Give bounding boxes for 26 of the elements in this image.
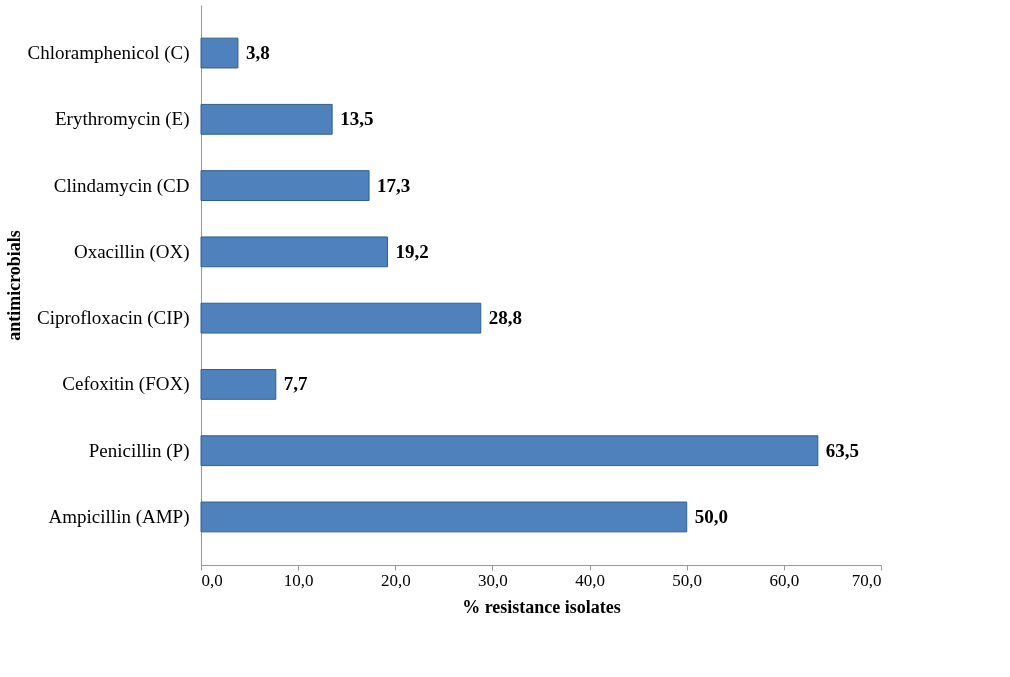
x-tick-label: 20,0 [380, 570, 411, 590]
data-label: 50,0 [694, 505, 728, 527]
data-label: 13,5 [340, 108, 374, 130]
y-tick-label: Erythromycin (E) [54, 108, 190, 131]
y-tick-label: Penicillin (P) [88, 439, 190, 462]
x-tick-label: 30,0 [478, 570, 508, 590]
x-tick-label: 0,0 [201, 570, 223, 590]
x-tick-label: 40,0 [575, 570, 605, 590]
y-tick-label: Oxacillin (OX) [73, 240, 190, 263]
x-tick-label: 60,0 [769, 570, 800, 590]
data-label: 28,8 [488, 307, 523, 329]
y-tick-label: Ciprofloxacin (CIP) [36, 307, 190, 330]
y-tick-label: Chloramphenicol (C) [27, 42, 190, 65]
data-label: 3,8 [245, 42, 270, 64]
y-tick-label: Clindamycin (CD [53, 174, 190, 197]
data-label: 7,7 [283, 373, 309, 395]
x-tick-label: 10,0 [283, 570, 314, 590]
data-label: 63,5 [825, 439, 860, 461]
y-tick-label: Cefoxitin (FOX) [62, 373, 190, 396]
data-label: 17,3 [377, 174, 411, 196]
x-axis-title: % resistance isolates [462, 596, 621, 617]
data-label: 19,2 [395, 240, 429, 262]
x-tick-label: 70,0 [851, 570, 882, 590]
y-tick-label: Ampicillin (AMP) [48, 505, 190, 528]
x-tick-label: 50,0 [672, 570, 703, 590]
y-axis-title: antimicrobials [3, 230, 24, 341]
